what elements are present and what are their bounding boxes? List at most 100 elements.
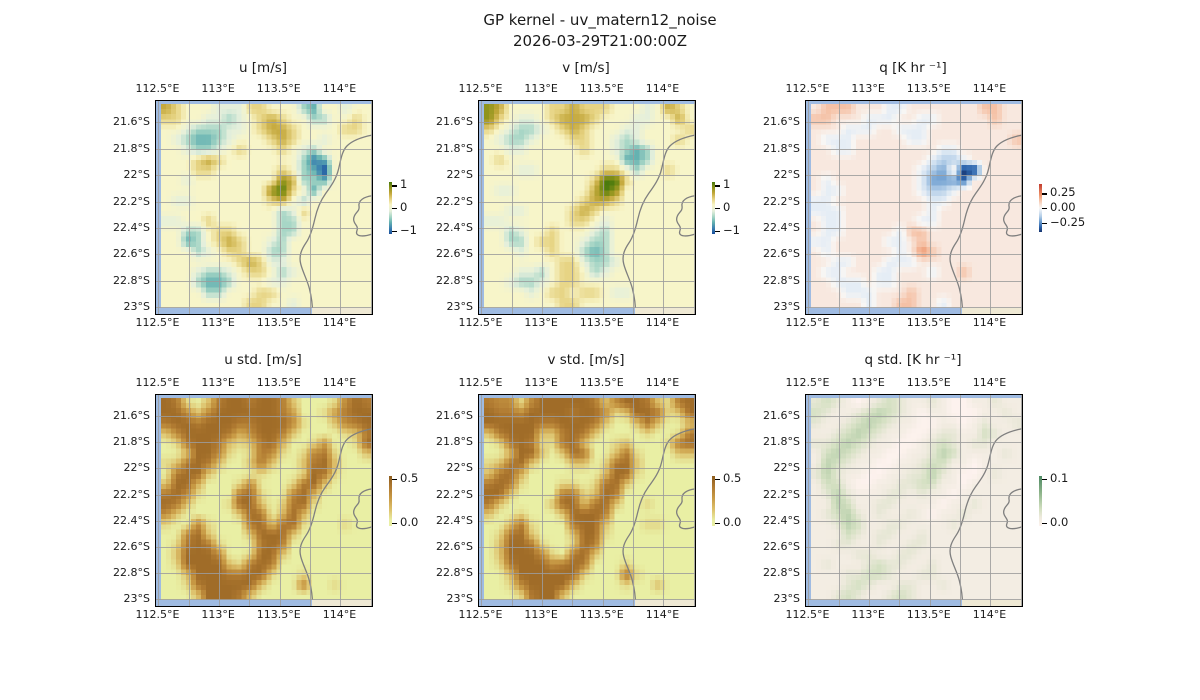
gridline — [156, 573, 372, 575]
gridline — [1020, 395, 1022, 606]
gridline — [990, 395, 992, 606]
x-tick-label-bottom: 113°E — [851, 316, 885, 329]
gridline — [806, 442, 1022, 444]
x-tick-label-bottom: 112.5°E — [458, 608, 503, 621]
x-tick-label-bottom: 113.5°E — [906, 608, 951, 621]
ocean-edge-top — [156, 101, 372, 104]
y-tick-label: 22.8°S — [763, 566, 800, 580]
gridline — [479, 228, 695, 229]
colorbar-tick — [1042, 208, 1047, 210]
x-tick-label-top: 113.5°E — [256, 376, 301, 389]
gridline — [806, 201, 1022, 203]
ocean-edge-bottom — [479, 308, 635, 314]
colorbar-tick — [1042, 523, 1047, 525]
gridline — [929, 101, 931, 314]
gridline — [806, 254, 1022, 256]
gridline — [899, 101, 901, 314]
gridline — [929, 395, 931, 606]
x-tick-label-top: 112.5°E — [785, 82, 830, 95]
y-tick-label: 22.8°S — [436, 273, 473, 287]
gridline — [806, 520, 1022, 522]
colorbar-tick-label: 1 — [723, 177, 731, 192]
x-tick-label-top: 112.5°E — [458, 82, 503, 95]
panel-u-std: u std. [m/s] 21.6°S 21.8°S 22°S 22.2°S 22.4°… — [113, 352, 418, 628]
gridline — [279, 395, 281, 606]
x-tick-label-top: 113°E — [524, 376, 558, 389]
gridline — [481, 395, 483, 606]
gridline — [806, 468, 1022, 470]
y-tick-label: 22.6°S — [113, 540, 150, 554]
gridline — [156, 520, 372, 522]
gridline — [479, 122, 695, 124]
gridline — [990, 101, 992, 314]
gridline — [479, 148, 695, 150]
x-tick-label-bottom: 114°E — [972, 316, 1007, 329]
gridline — [693, 101, 695, 314]
panel-v-std: v std. [m/s] 21.6°S 21.8°S 22°S 22.2°S 22.4°… — [436, 352, 741, 628]
gridline — [479, 442, 695, 444]
panel-title: v std. [m/s] — [547, 352, 625, 368]
ocean-edge-top — [479, 101, 695, 104]
gridline — [156, 415, 372, 417]
y-tick-label: 22.6°S — [436, 247, 473, 261]
gridline — [479, 520, 695, 522]
map-q: 21.6°S 21.8°S 22°S 22.2°S 22.4°S 22.6°S 22.8°S… — [763, 100, 1085, 315]
x-tick-label-top: 113°E — [201, 82, 235, 95]
x-tick-label-top: 112.5°E — [785, 376, 830, 389]
gridline — [340, 395, 342, 606]
y-tick-label: 22.4°S — [763, 513, 800, 527]
x-tick-label-top: 113.5°E — [906, 82, 951, 95]
colorbar-tick — [715, 185, 720, 187]
gridline — [899, 395, 901, 606]
y-tick-label: 22.2°S — [436, 194, 473, 208]
gridline — [511, 395, 513, 606]
colorbar-tick-label: 0 — [400, 200, 408, 214]
y-tick-label: 23°S — [446, 300, 473, 314]
y-tick-label: 22.4°S — [113, 221, 150, 234]
gridline — [370, 101, 372, 314]
gridline — [340, 101, 342, 314]
colorbar-tick — [715, 523, 720, 525]
y-tick-label: 22°S — [123, 168, 150, 182]
colorbar-tick-label: 0.00 — [1050, 200, 1076, 214]
x-tick-label-bottom: 113.5°E — [256, 608, 301, 621]
gridline — [479, 175, 695, 177]
panel-title: q [K hr ⁻¹] — [879, 60, 947, 76]
x-tick-label-top: 113.5°E — [579, 376, 624, 389]
colorbar-tick — [392, 523, 397, 525]
panel-q-std: q std. [K hr ⁻¹] 21.6°S 21.8°S 22°S 22.2°S 2… — [763, 352, 1068, 628]
x-tick-label-bottom: 112.5°E — [785, 316, 830, 329]
x-tick-label-top: 112.5°E — [135, 376, 180, 389]
x-tick-label-top: 112.5°E — [458, 376, 503, 389]
x-tick-label-top: 114°E — [322, 82, 357, 95]
x-tick-label-bottom: 113.5°E — [906, 316, 951, 329]
gridline — [806, 122, 1022, 124]
gridline — [663, 101, 665, 314]
y-tick-label: 22.2°S — [113, 487, 150, 501]
gridline — [542, 395, 544, 606]
x-tick-label-top: 114°E — [972, 376, 1007, 389]
y-tick-label: 22.4°S — [763, 221, 800, 234]
x-tick-label-bottom: 113°E — [524, 608, 558, 621]
gridline — [542, 101, 544, 314]
ocean-edge-top — [806, 395, 1022, 398]
x-tick-label-top: 113.5°E — [906, 376, 951, 389]
colorbar — [712, 476, 715, 526]
colorbar-tick — [1042, 222, 1047, 225]
y-tick-label: 21.8°S — [763, 435, 800, 449]
y-tick-label: 21.6°S — [436, 408, 473, 422]
colorbar — [389, 182, 392, 234]
figure-title: GP kernel - uv_matern12_noise 2026-03-29… — [0, 10, 1200, 52]
x-tick-label-bottom: 112.5°E — [135, 316, 180, 329]
panel-title: u std. [m/s] — [224, 352, 302, 368]
y-tick-label: 22°S — [123, 461, 150, 475]
x-tick-label-bottom: 114°E — [322, 316, 357, 329]
y-tick-label: 22.6°S — [113, 247, 150, 261]
y-tick-label: 22.6°S — [436, 540, 473, 554]
gridline — [479, 307, 695, 309]
x-tick-label-bottom: 113°E — [851, 608, 885, 621]
y-tick-label: 22°S — [446, 168, 473, 182]
panel-title: v [m/s] — [562, 60, 610, 76]
y-tick-label: 22.8°S — [113, 566, 150, 580]
panel-q: q [K hr ⁻¹] 21.6°S 21.8°S 22°S 22.2°S 22.4°S… — [763, 60, 1085, 336]
